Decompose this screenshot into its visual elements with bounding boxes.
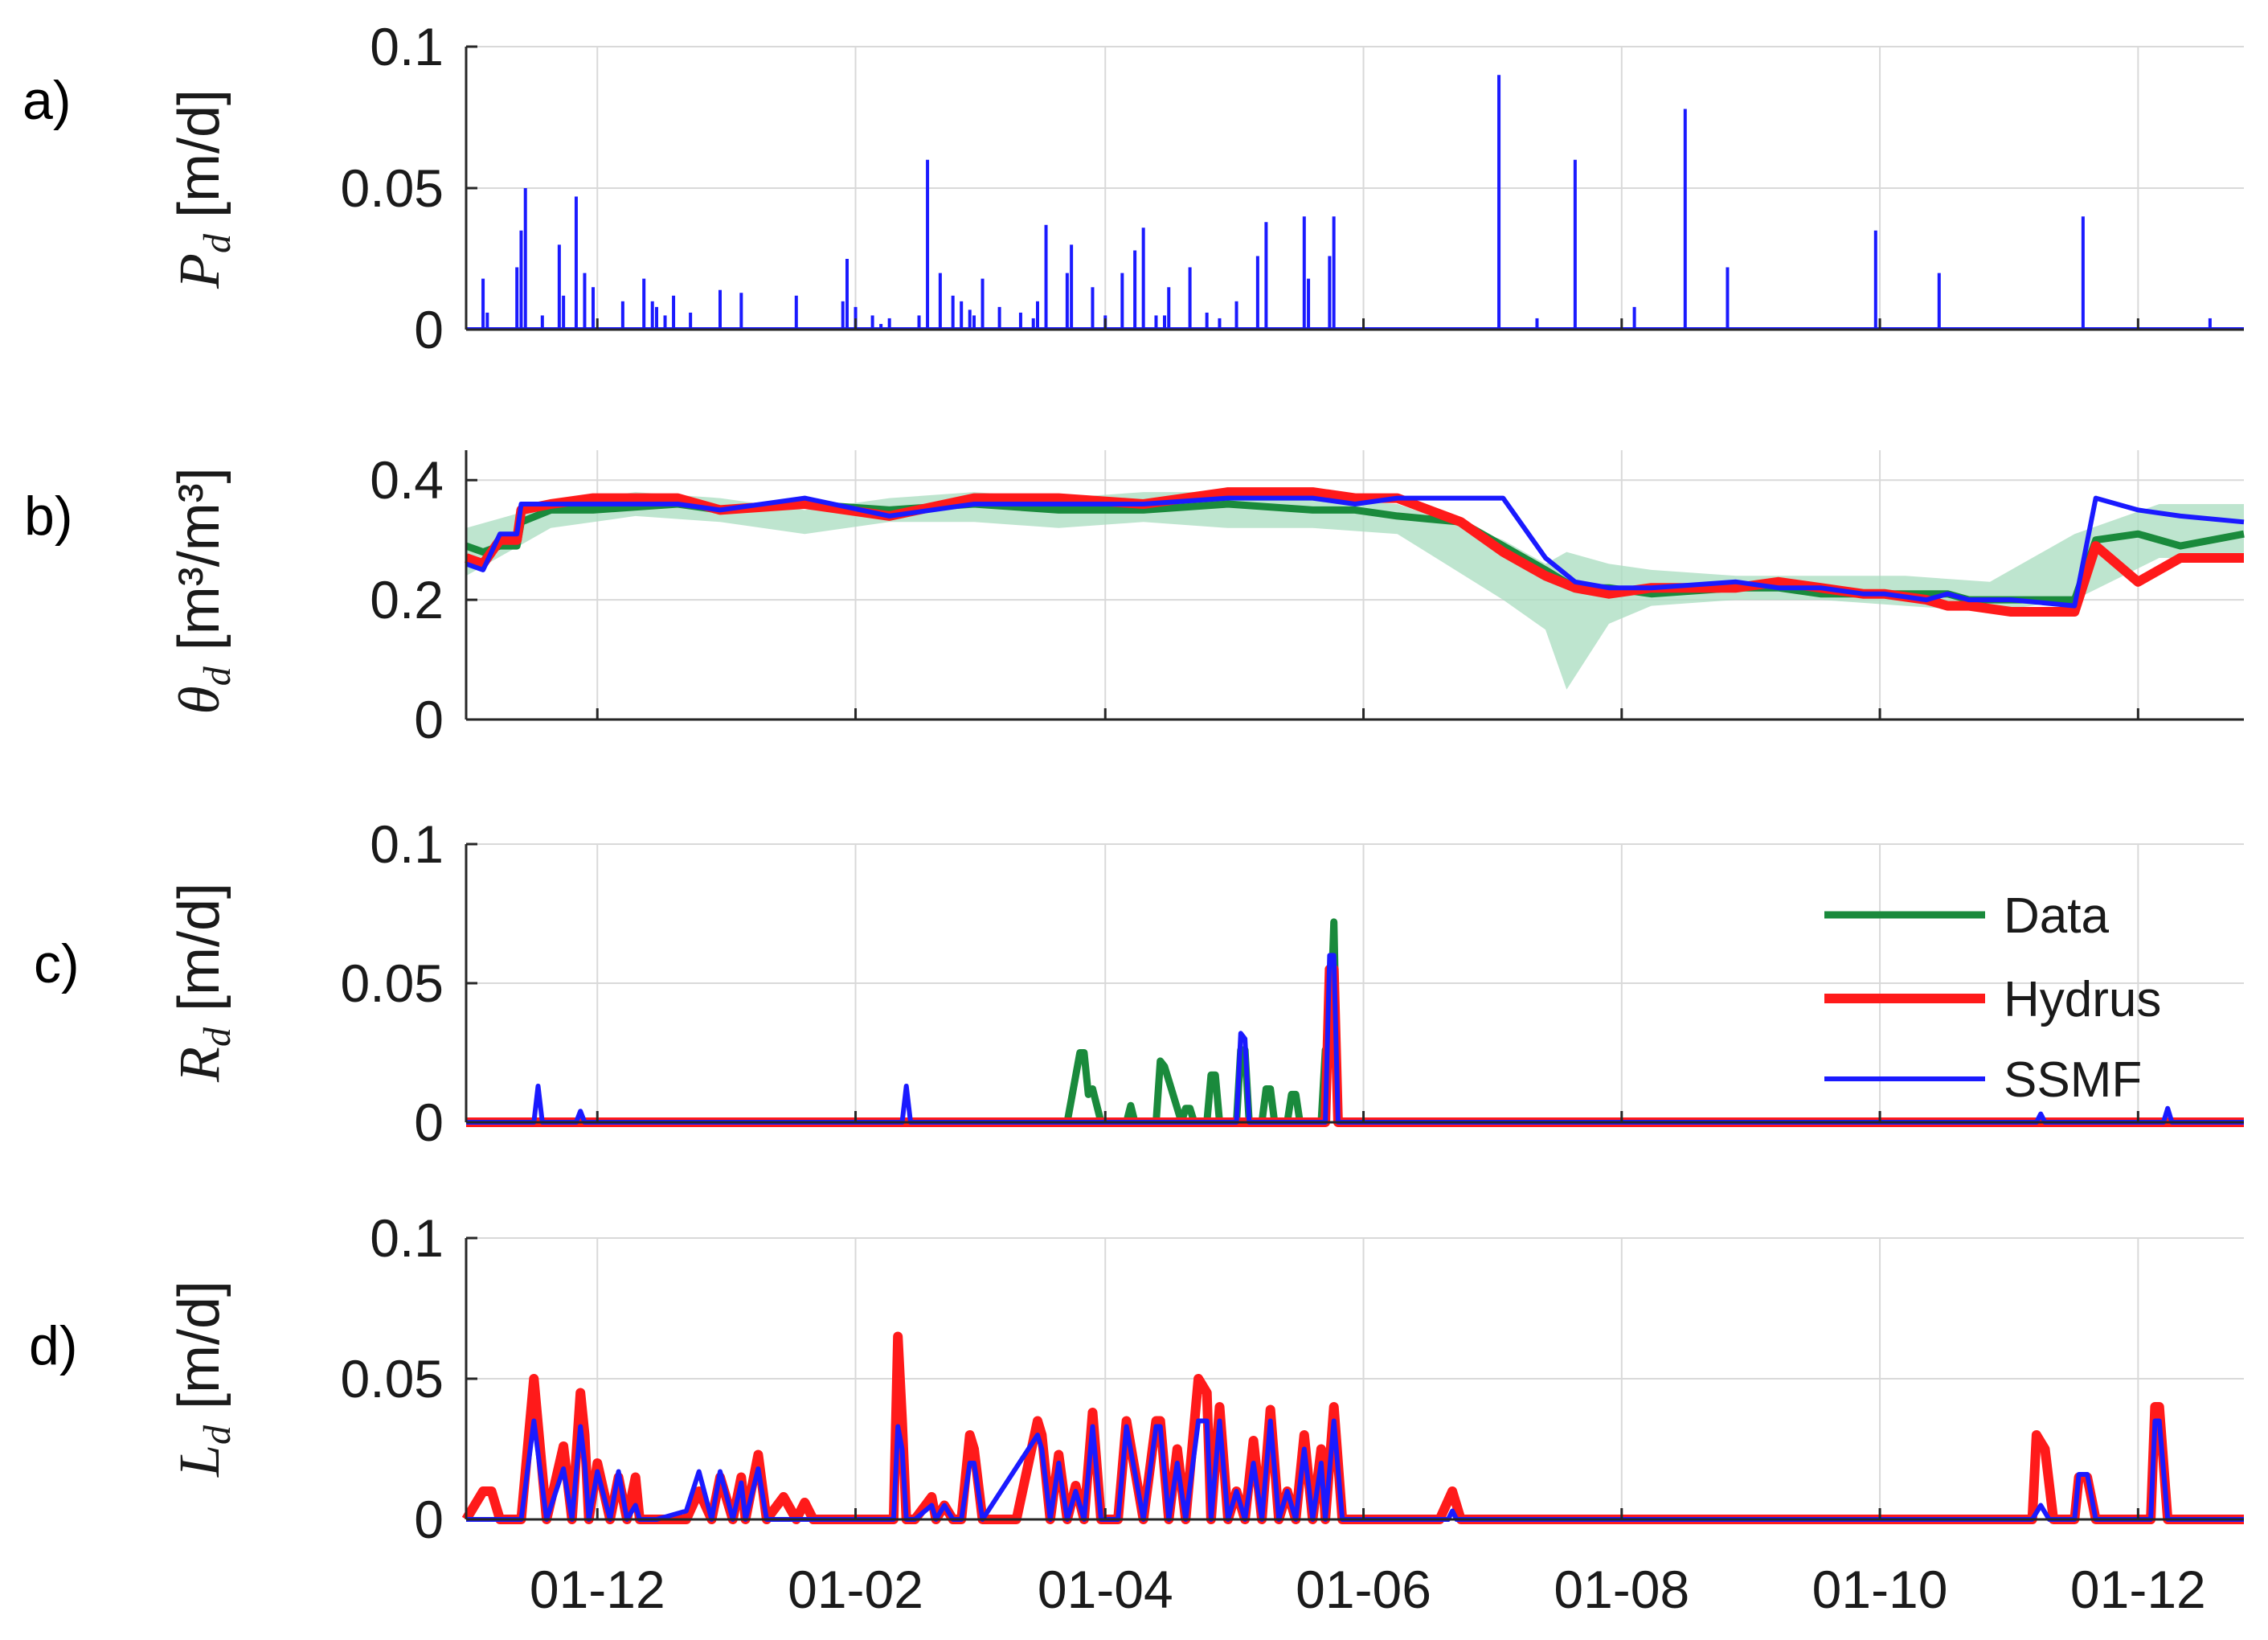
x-tick-label: 01-06 bbox=[1296, 1560, 1431, 1619]
y-tick-label: 0 bbox=[414, 690, 444, 749]
y-tick-label: 0 bbox=[414, 1093, 444, 1152]
series-line-hydrus bbox=[466, 964, 2244, 1127]
legend-label-hydrus: Hydrus bbox=[2004, 972, 2161, 1027]
series-line-hydrus bbox=[465, 487, 2244, 617]
uncertainty-band bbox=[466, 492, 2244, 690]
panel-c-label: c) bbox=[34, 933, 80, 994]
x-tick-label: 01-04 bbox=[1038, 1560, 1173, 1619]
y-axis-label: Pd [m/d] bbox=[167, 89, 239, 289]
series-line-ssmf bbox=[465, 495, 2245, 609]
y-axis-label: Ld [m/d] bbox=[167, 1281, 239, 1478]
y-tick-label: 0.05 bbox=[341, 953, 444, 1013]
panel-a-precipitation: a) 0 0.05 0.1 Pd [m/d] bbox=[23, 17, 2244, 359]
x-tick-label: 01-02 bbox=[788, 1560, 923, 1619]
panel-d-label: d) bbox=[29, 1315, 77, 1376]
y-tick-label: 0.2 bbox=[370, 570, 444, 629]
y-tick-label: 0 bbox=[414, 1490, 444, 1549]
y-tick-label: 0.1 bbox=[370, 814, 444, 874]
series-line-data bbox=[466, 918, 2244, 1126]
y-tick-label: 0.05 bbox=[341, 158, 444, 218]
x-tick-label: 01-08 bbox=[1554, 1560, 1689, 1619]
series-line-hydrus bbox=[461, 1331, 2244, 1524]
panel-a-label: a) bbox=[23, 70, 71, 131]
y-tick-label: 0.05 bbox=[341, 1349, 444, 1408]
y-tick-label: 0.1 bbox=[370, 17, 444, 76]
panel-d-leakage: d) 0 0.05 0.1 Ld [m/d] bbox=[29, 1208, 2244, 1549]
legend: Data Hydrus SSMF bbox=[1824, 888, 2161, 1108]
y-tick-label: 0.1 bbox=[370, 1208, 444, 1268]
x-tick-label: 01-10 bbox=[1812, 1560, 1948, 1619]
y-axis-label: θd [m³/m³] bbox=[167, 467, 239, 714]
panel-b-soil-moisture: b) 0 0.2 0.4 θd [m³/m³] bbox=[24, 450, 2245, 749]
legend-label-ssmf: SSMF bbox=[2004, 1052, 2142, 1108]
panel-b-label: b) bbox=[24, 486, 72, 547]
series-line-ssmf bbox=[466, 953, 2244, 1125]
x-tick-labels: 01-12 01-02 01-04 01-06 01-08 01-10 01-12 bbox=[530, 1560, 2206, 1619]
y-axis-label: Rd [m/d] bbox=[167, 883, 239, 1083]
y-tick-label: 0.4 bbox=[370, 450, 444, 510]
y-tick-label: 0 bbox=[414, 300, 444, 359]
x-tick-label: 01-12 bbox=[530, 1560, 665, 1619]
legend-label-data: Data bbox=[2004, 888, 2109, 944]
panel-c-runoff: c) 0 0.05 0.1 Rd [m/d] bbox=[34, 814, 2244, 1152]
x-tick-label: 01-12 bbox=[2070, 1560, 2206, 1619]
